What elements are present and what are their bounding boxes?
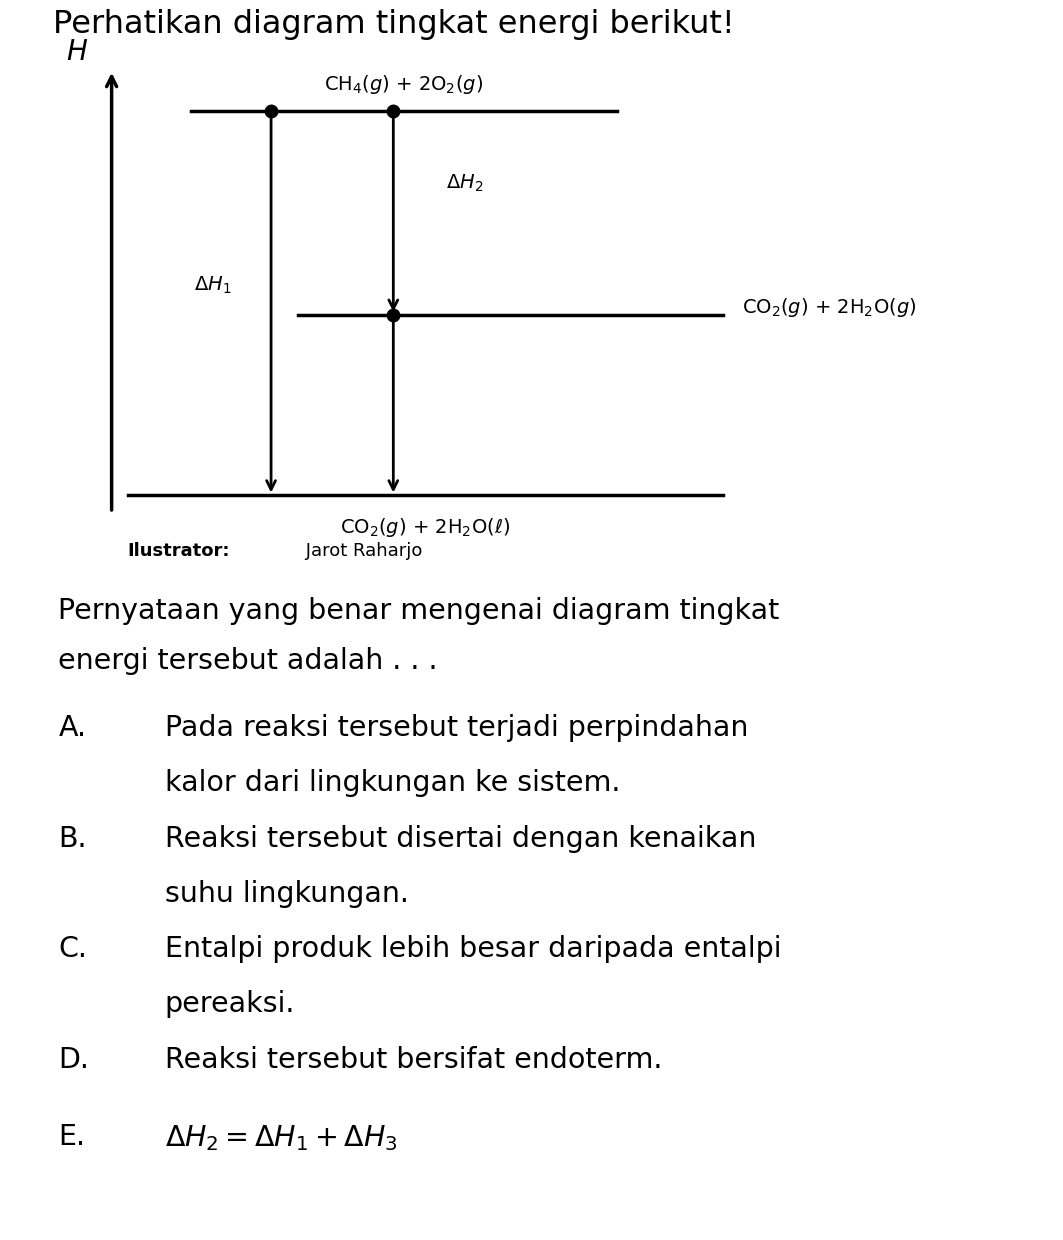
Text: Reaksi tersebut bersifat endoterm.: Reaksi tersebut bersifat endoterm. [165, 1045, 662, 1074]
Text: $\Delta H_2 = \Delta H_1 + \Delta H_3$: $\Delta H_2 = \Delta H_1 + \Delta H_3$ [165, 1123, 398, 1153]
Text: CH$_4$($g$) + 2O$_2$($g$): CH$_4$($g$) + 2O$_2$($g$) [324, 73, 484, 97]
Text: Ilustrator:: Ilustrator: [128, 542, 230, 559]
Text: A.: A. [58, 714, 86, 743]
Text: Entalpi produk lebih besar daripada entalpi: Entalpi produk lebih besar daripada enta… [165, 935, 781, 963]
Text: D.: D. [58, 1045, 89, 1074]
Text: suhu lingkungan.: suhu lingkungan. [165, 879, 409, 908]
Text: B.: B. [58, 825, 87, 853]
Text: Pernyataan yang benar mengenai diagram tingkat: Pernyataan yang benar mengenai diagram t… [58, 598, 780, 625]
Text: Jarot Raharjo: Jarot Raharjo [300, 542, 422, 559]
Text: $\Delta H_1$: $\Delta H_1$ [193, 275, 232, 296]
Text: kalor dari lingkungan ke sistem.: kalor dari lingkungan ke sistem. [165, 769, 621, 797]
Text: $\Delta H_2$: $\Delta H_2$ [446, 172, 484, 195]
Text: Reaksi tersebut disertai dengan kenaikan: Reaksi tersebut disertai dengan kenaikan [165, 825, 756, 853]
Text: energi tersebut adalah . . .: energi tersebut adalah . . . [58, 647, 438, 676]
Text: CO$_2$($g$) + 2H$_2$O($g$): CO$_2$($g$) + 2H$_2$O($g$) [742, 296, 916, 319]
Text: Pada reaksi tersebut terjadi perpindahan: Pada reaksi tersebut terjadi perpindahan [165, 714, 748, 743]
Text: pereaksi.: pereaksi. [165, 991, 296, 1018]
Text: Perhatikan diagram tingkat energi berikut!: Perhatikan diagram tingkat energi beriku… [53, 9, 735, 40]
Text: CO$_2$($g$) + 2H$_2$O($\ell$): CO$_2$($g$) + 2H$_2$O($\ell$) [340, 516, 510, 538]
Text: C.: C. [58, 935, 87, 963]
Text: H: H [66, 38, 87, 67]
Text: E.: E. [58, 1123, 86, 1151]
